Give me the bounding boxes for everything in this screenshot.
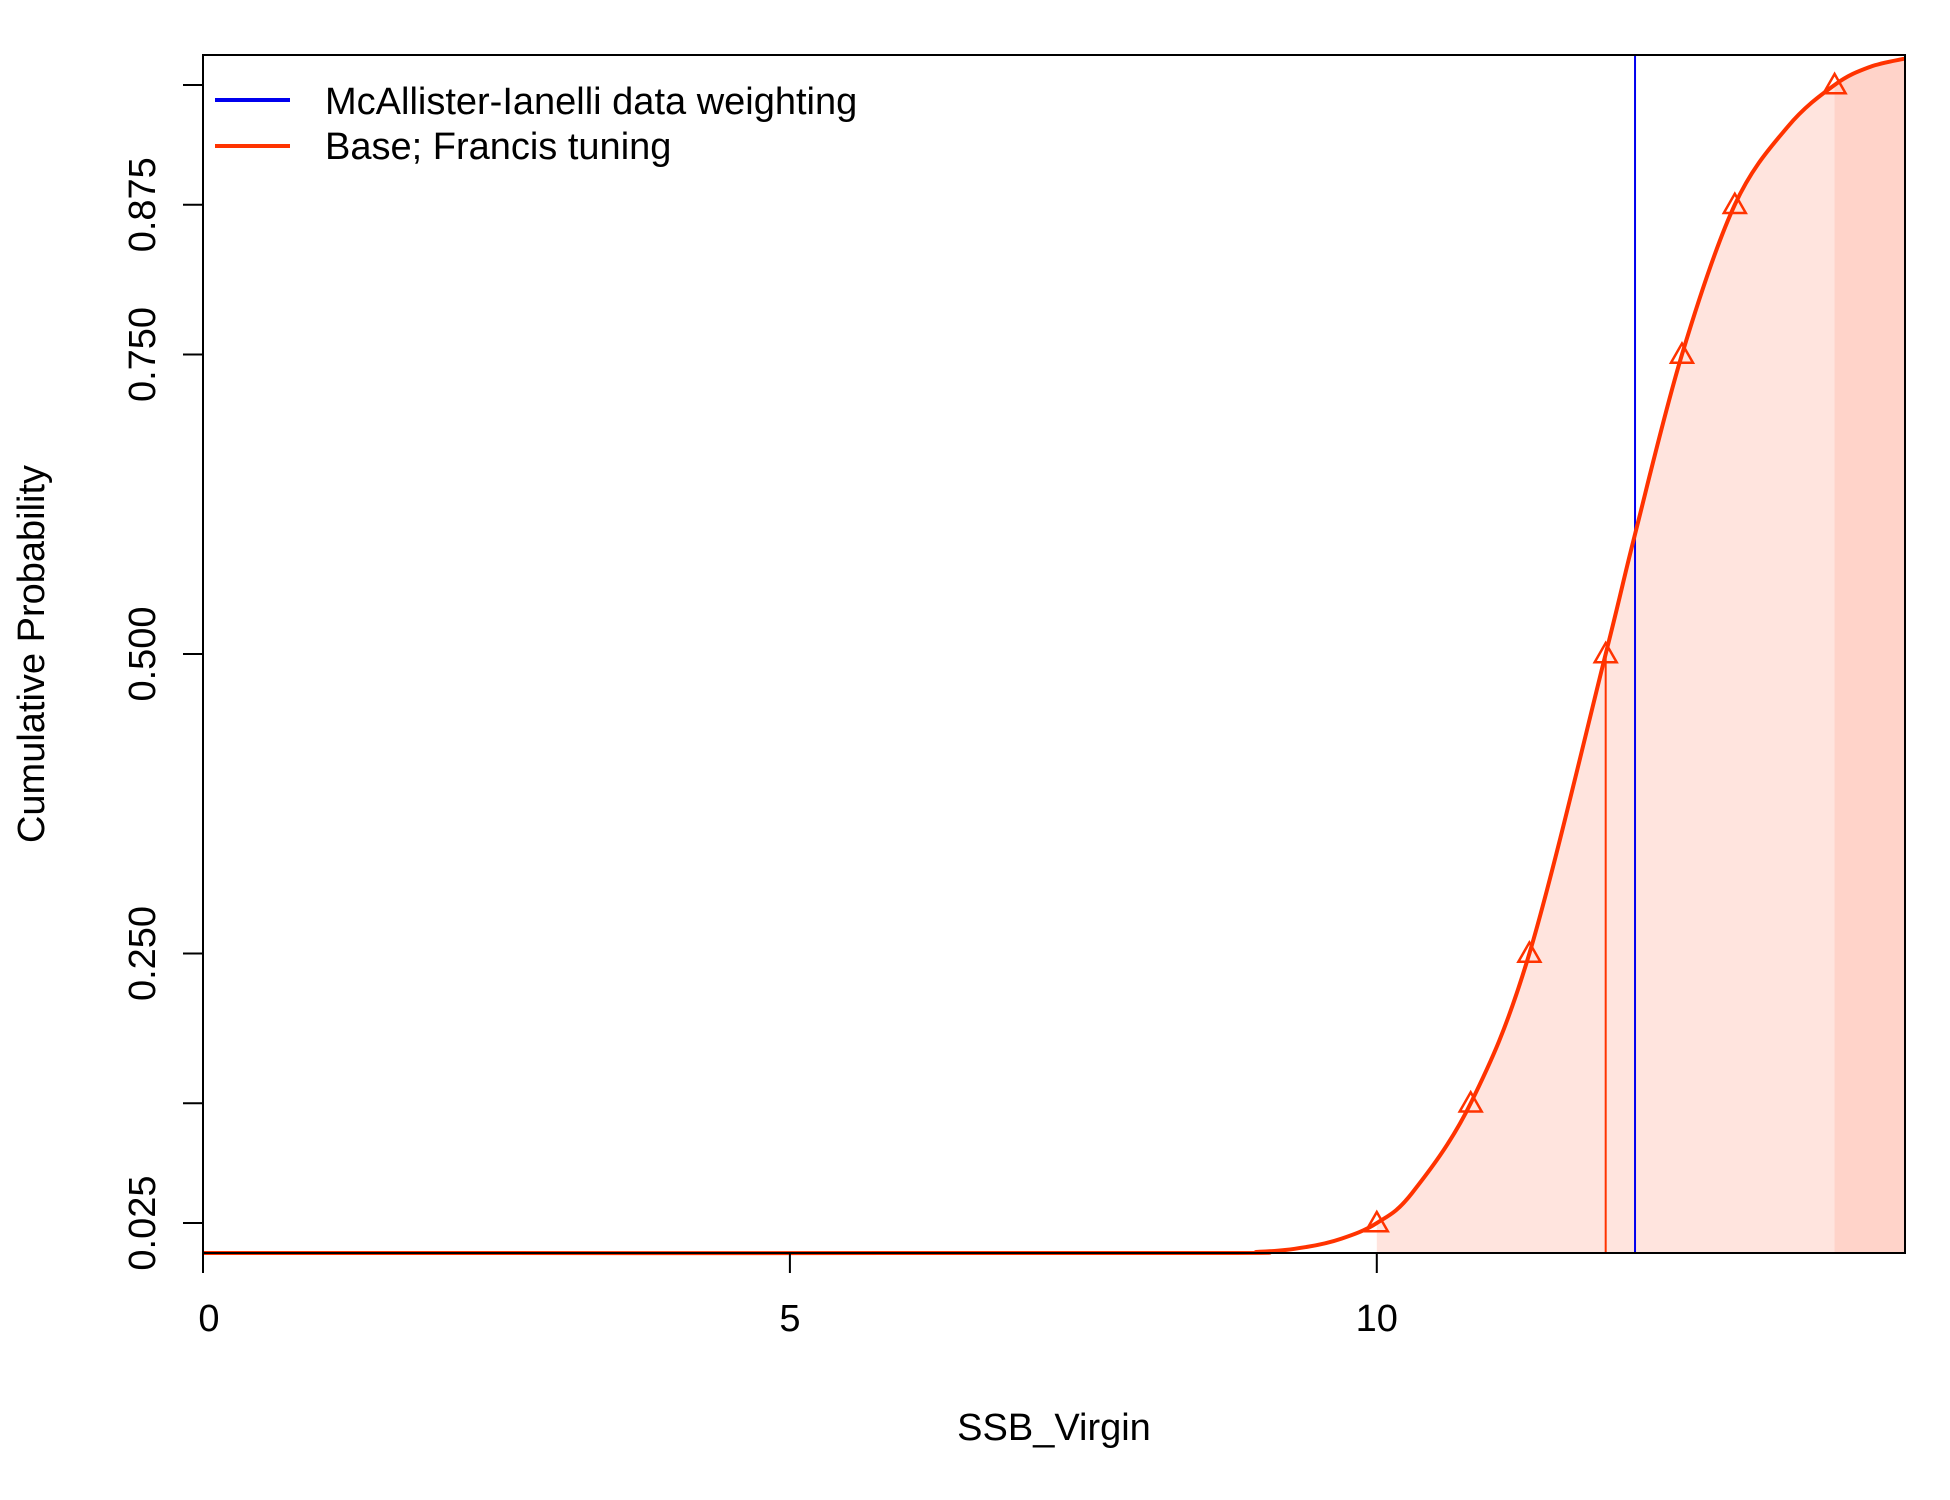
quantile-markers bbox=[1363, 71, 1848, 1233]
quantile-marker bbox=[1363, 1209, 1390, 1233]
quantile-marker bbox=[1457, 1089, 1484, 1113]
quantile-marker bbox=[1668, 340, 1696, 364]
shade-interval-dark bbox=[1834, 55, 1905, 1253]
shade-interval-light bbox=[1376, 58, 1905, 1254]
legend: McAllister-Ianelli data weighting Base; … bbox=[215, 81, 857, 168]
quantile-marker bbox=[1821, 71, 1848, 95]
y-tick-label: 0.875 bbox=[122, 157, 164, 252]
legend-label-base-francis: Base; Francis tuning bbox=[325, 126, 671, 168]
x-tick-label: 10 bbox=[1356, 1298, 1398, 1340]
quantile-marker bbox=[1516, 939, 1543, 963]
quantile-marker bbox=[1592, 640, 1619, 664]
x-axis: 0 5 10 bbox=[198, 1252, 1398, 1340]
y-tick-label: 0.250 bbox=[122, 906, 164, 1001]
shade-mask bbox=[1775, 55, 1905, 127]
legend-label-mcallister-ianelli: McAllister-Ianelli data weighting bbox=[325, 81, 857, 123]
x-axis-label: SSB_Virgin bbox=[957, 1407, 1151, 1449]
y-tick-label: 0.500 bbox=[122, 606, 164, 701]
credible-interval-shading bbox=[1376, 55, 1905, 1254]
quantile-marker bbox=[1721, 191, 1748, 215]
y-tick-label: 0.025 bbox=[122, 1176, 164, 1271]
y-tick-label: 0.750 bbox=[122, 307, 164, 402]
y-axis-label: Cumulative Probability bbox=[11, 465, 53, 843]
y-axis: 0.025 0.250 0.500 0.750 0.875 bbox=[122, 83, 204, 1271]
x-tick-label: 5 bbox=[779, 1298, 800, 1340]
x-tick-label: 0 bbox=[198, 1298, 219, 1340]
